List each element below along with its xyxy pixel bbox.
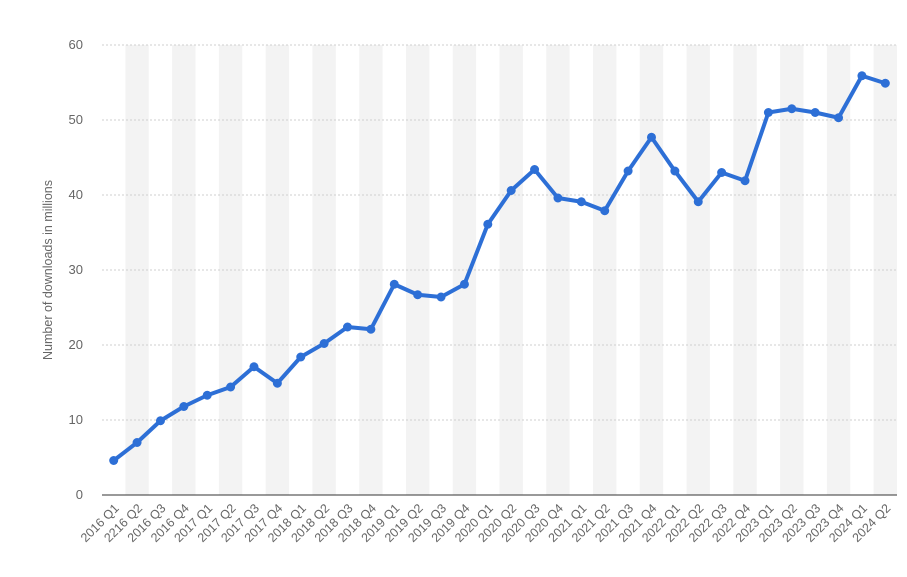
data-point	[483, 219, 493, 229]
data-point	[436, 292, 446, 302]
column-band	[452, 45, 477, 495]
data-points	[109, 71, 890, 465]
data-point	[506, 186, 516, 195]
data-point	[646, 132, 656, 142]
data-point	[226, 382, 236, 392]
data-point	[296, 352, 306, 362]
data-point	[155, 416, 165, 426]
column-band	[733, 45, 757, 495]
data-point	[366, 324, 376, 334]
data-point	[623, 166, 633, 176]
gridlines	[102, 44, 897, 421]
y-tick-label: 10	[69, 412, 83, 427]
y-tick-label: 40	[69, 187, 83, 202]
column-band	[873, 45, 897, 495]
data-point	[810, 108, 820, 117]
y-tick-label: 30	[69, 262, 83, 277]
y-tick-label: 20	[69, 337, 83, 352]
data-point	[834, 113, 844, 123]
data-point	[787, 104, 797, 114]
y-axis-ticks: 0 10 20 30 40 50 60	[69, 37, 83, 502]
column-band	[125, 45, 149, 495]
column-band	[265, 45, 290, 495]
series-line	[111, 73, 888, 463]
data-point	[717, 168, 727, 177]
data-point	[202, 390, 212, 400]
data-point	[600, 206, 610, 216]
data-point	[249, 362, 259, 372]
data-point	[413, 290, 423, 300]
data-point	[740, 176, 750, 186]
data-point	[670, 166, 680, 176]
data-point	[343, 322, 353, 332]
data-point	[530, 165, 540, 174]
y-axis-title: Number of downloads in millions	[41, 180, 55, 360]
y-tick-label: 60	[69, 37, 83, 52]
column-band	[312, 45, 336, 495]
y-tick-label: 50	[69, 112, 83, 127]
column-band	[546, 45, 570, 495]
data-point	[857, 71, 867, 81]
data-point	[693, 197, 703, 207]
data-point	[763, 108, 773, 117]
data-point	[179, 402, 189, 411]
data-point	[109, 456, 119, 465]
data-point	[880, 78, 890, 88]
data-point	[319, 339, 329, 348]
data-point	[389, 279, 399, 289]
data-point	[132, 438, 142, 447]
y-tick-label: 0	[76, 487, 83, 502]
column-band	[405, 45, 430, 495]
column-band	[593, 45, 617, 495]
data-point	[459, 279, 469, 289]
data-point	[272, 378, 282, 388]
data-point	[576, 197, 586, 207]
data-point	[553, 193, 563, 203]
